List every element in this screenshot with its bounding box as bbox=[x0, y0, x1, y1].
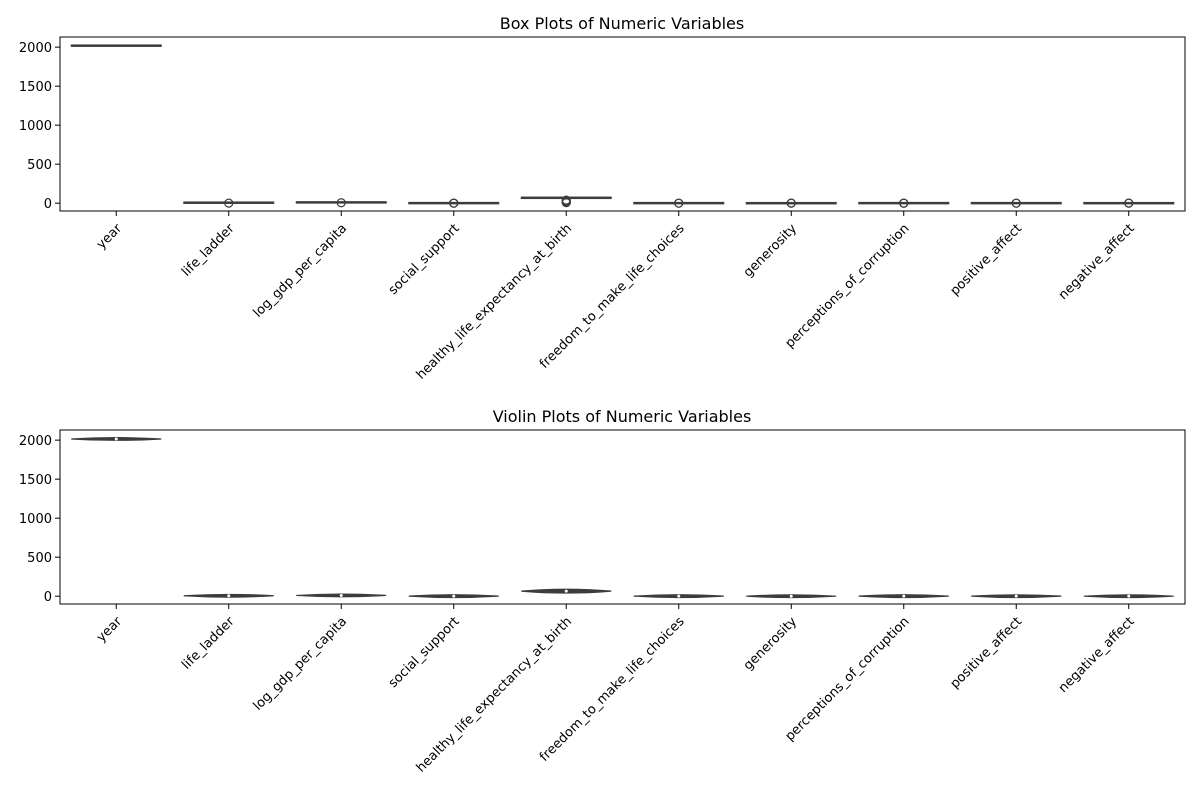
x-tick-label: life_ladder bbox=[179, 614, 238, 673]
violin-year bbox=[71, 437, 162, 441]
violin-life_ladder bbox=[183, 593, 274, 598]
x-tick-label: positive_affect bbox=[948, 614, 1026, 692]
box-freedom_to_make_life_choices bbox=[633, 198, 725, 208]
violin-freedom_to_make_life_choices bbox=[633, 594, 724, 599]
x-tick-label: positive_affect bbox=[948, 221, 1026, 299]
violin-median bbox=[564, 589, 568, 593]
y-tick-label: 500 bbox=[27, 158, 52, 173]
x-tick-label: generosity bbox=[741, 614, 800, 673]
box-plot-y-axis: 0 500 1000 1500 2000 bbox=[19, 41, 60, 212]
violin-median bbox=[339, 593, 343, 597]
violin-log_gdp_per_capita bbox=[296, 593, 387, 598]
violin-median bbox=[677, 594, 681, 598]
y-tick-label: 2000 bbox=[19, 41, 52, 56]
outlier-point bbox=[786, 198, 796, 208]
outlier-point bbox=[1124, 198, 1134, 208]
x-tick-label: year bbox=[94, 221, 126, 253]
violin-perceptions_of_corruption bbox=[858, 594, 949, 599]
y-tick-label: 1000 bbox=[19, 119, 52, 134]
x-tick-label: log_gdp_per_capita bbox=[251, 614, 351, 714]
violin-median bbox=[1014, 594, 1018, 598]
violin-negative_affect bbox=[1083, 594, 1174, 599]
outlier-point bbox=[336, 198, 346, 208]
x-tick-label: life_ladder bbox=[179, 221, 238, 280]
box-plot-title: Box Plots of Numeric Variables bbox=[500, 14, 744, 33]
y-tick-label: 1500 bbox=[19, 473, 52, 488]
y-tick-label: 1500 bbox=[19, 80, 52, 95]
violin-generosity bbox=[746, 594, 837, 599]
box-healthy_life_expectancy_at_birth bbox=[520, 195, 612, 208]
outlier-point bbox=[674, 198, 684, 208]
x-tick-label: perceptions_of_corruption bbox=[783, 221, 913, 351]
x-tick-label: social_support bbox=[386, 614, 463, 691]
x-tick-label: social_support bbox=[386, 221, 463, 298]
violin-median bbox=[452, 594, 456, 598]
box-generosity bbox=[745, 198, 837, 208]
box-year bbox=[70, 44, 162, 47]
x-tick-label: perceptions_of_corruption bbox=[783, 614, 913, 744]
violin-median bbox=[114, 437, 118, 441]
violin-positive_affect bbox=[971, 594, 1062, 599]
violin-median bbox=[902, 594, 906, 598]
violin-median bbox=[227, 594, 231, 598]
box-plot-marks bbox=[70, 44, 1175, 208]
box-perceptions_of_corruption bbox=[858, 198, 950, 208]
box-negative_affect bbox=[1083, 198, 1175, 208]
box-plot-axes-frame bbox=[59, 36, 1186, 212]
box-log_gdp_per_capita bbox=[295, 198, 387, 208]
violin-healthy_life_expectancy_at_birth bbox=[521, 588, 612, 594]
violin-median bbox=[1127, 594, 1131, 598]
x-tick-label: negative_affect bbox=[1056, 614, 1138, 696]
x-tick-label: generosity bbox=[741, 221, 800, 280]
violin-plot-panel: Violin Plots of Numeric Variables 0 500 10… bbox=[19, 407, 1186, 776]
box-plot-x-axis: year life_ladder log_gdp_per_capita social_… bbox=[94, 211, 1138, 383]
outlier-point bbox=[561, 195, 571, 205]
violin-plot-title: Violin Plots of Numeric Variables bbox=[493, 407, 752, 426]
y-tick-label: 1000 bbox=[19, 512, 52, 527]
y-tick-label: 0 bbox=[44, 197, 52, 212]
outlier-point bbox=[224, 198, 234, 208]
y-tick-label: 0 bbox=[44, 590, 52, 605]
violin-social_support bbox=[408, 594, 499, 599]
y-tick-label: 500 bbox=[27, 551, 52, 566]
x-tick-label: log_gdp_per_capita bbox=[251, 221, 351, 321]
y-tick-label: 2000 bbox=[19, 434, 52, 449]
box-plot-panel: Box Plots of Numeric Variables 0 500 1000 1… bbox=[19, 14, 1186, 383]
x-tick-label: negative_affect bbox=[1056, 221, 1138, 303]
box-social_support bbox=[408, 198, 500, 208]
violin-plot-x-axis: year life_ladder log_gdp_per_capita social_… bbox=[94, 604, 1138, 776]
box-positive_affect bbox=[970, 198, 1062, 208]
x-tick-label: year bbox=[94, 614, 126, 646]
outlier-point bbox=[1011, 198, 1021, 208]
violin-plot-y-axis: 0 500 1000 1500 2000 bbox=[19, 434, 60, 605]
violin-plot-axes-frame bbox=[59, 429, 1186, 605]
violin-plot-marks bbox=[71, 437, 1174, 599]
box-life_ladder bbox=[183, 198, 275, 208]
outlier-point bbox=[899, 198, 909, 208]
violin-median bbox=[789, 594, 793, 598]
outlier-point bbox=[449, 198, 459, 208]
